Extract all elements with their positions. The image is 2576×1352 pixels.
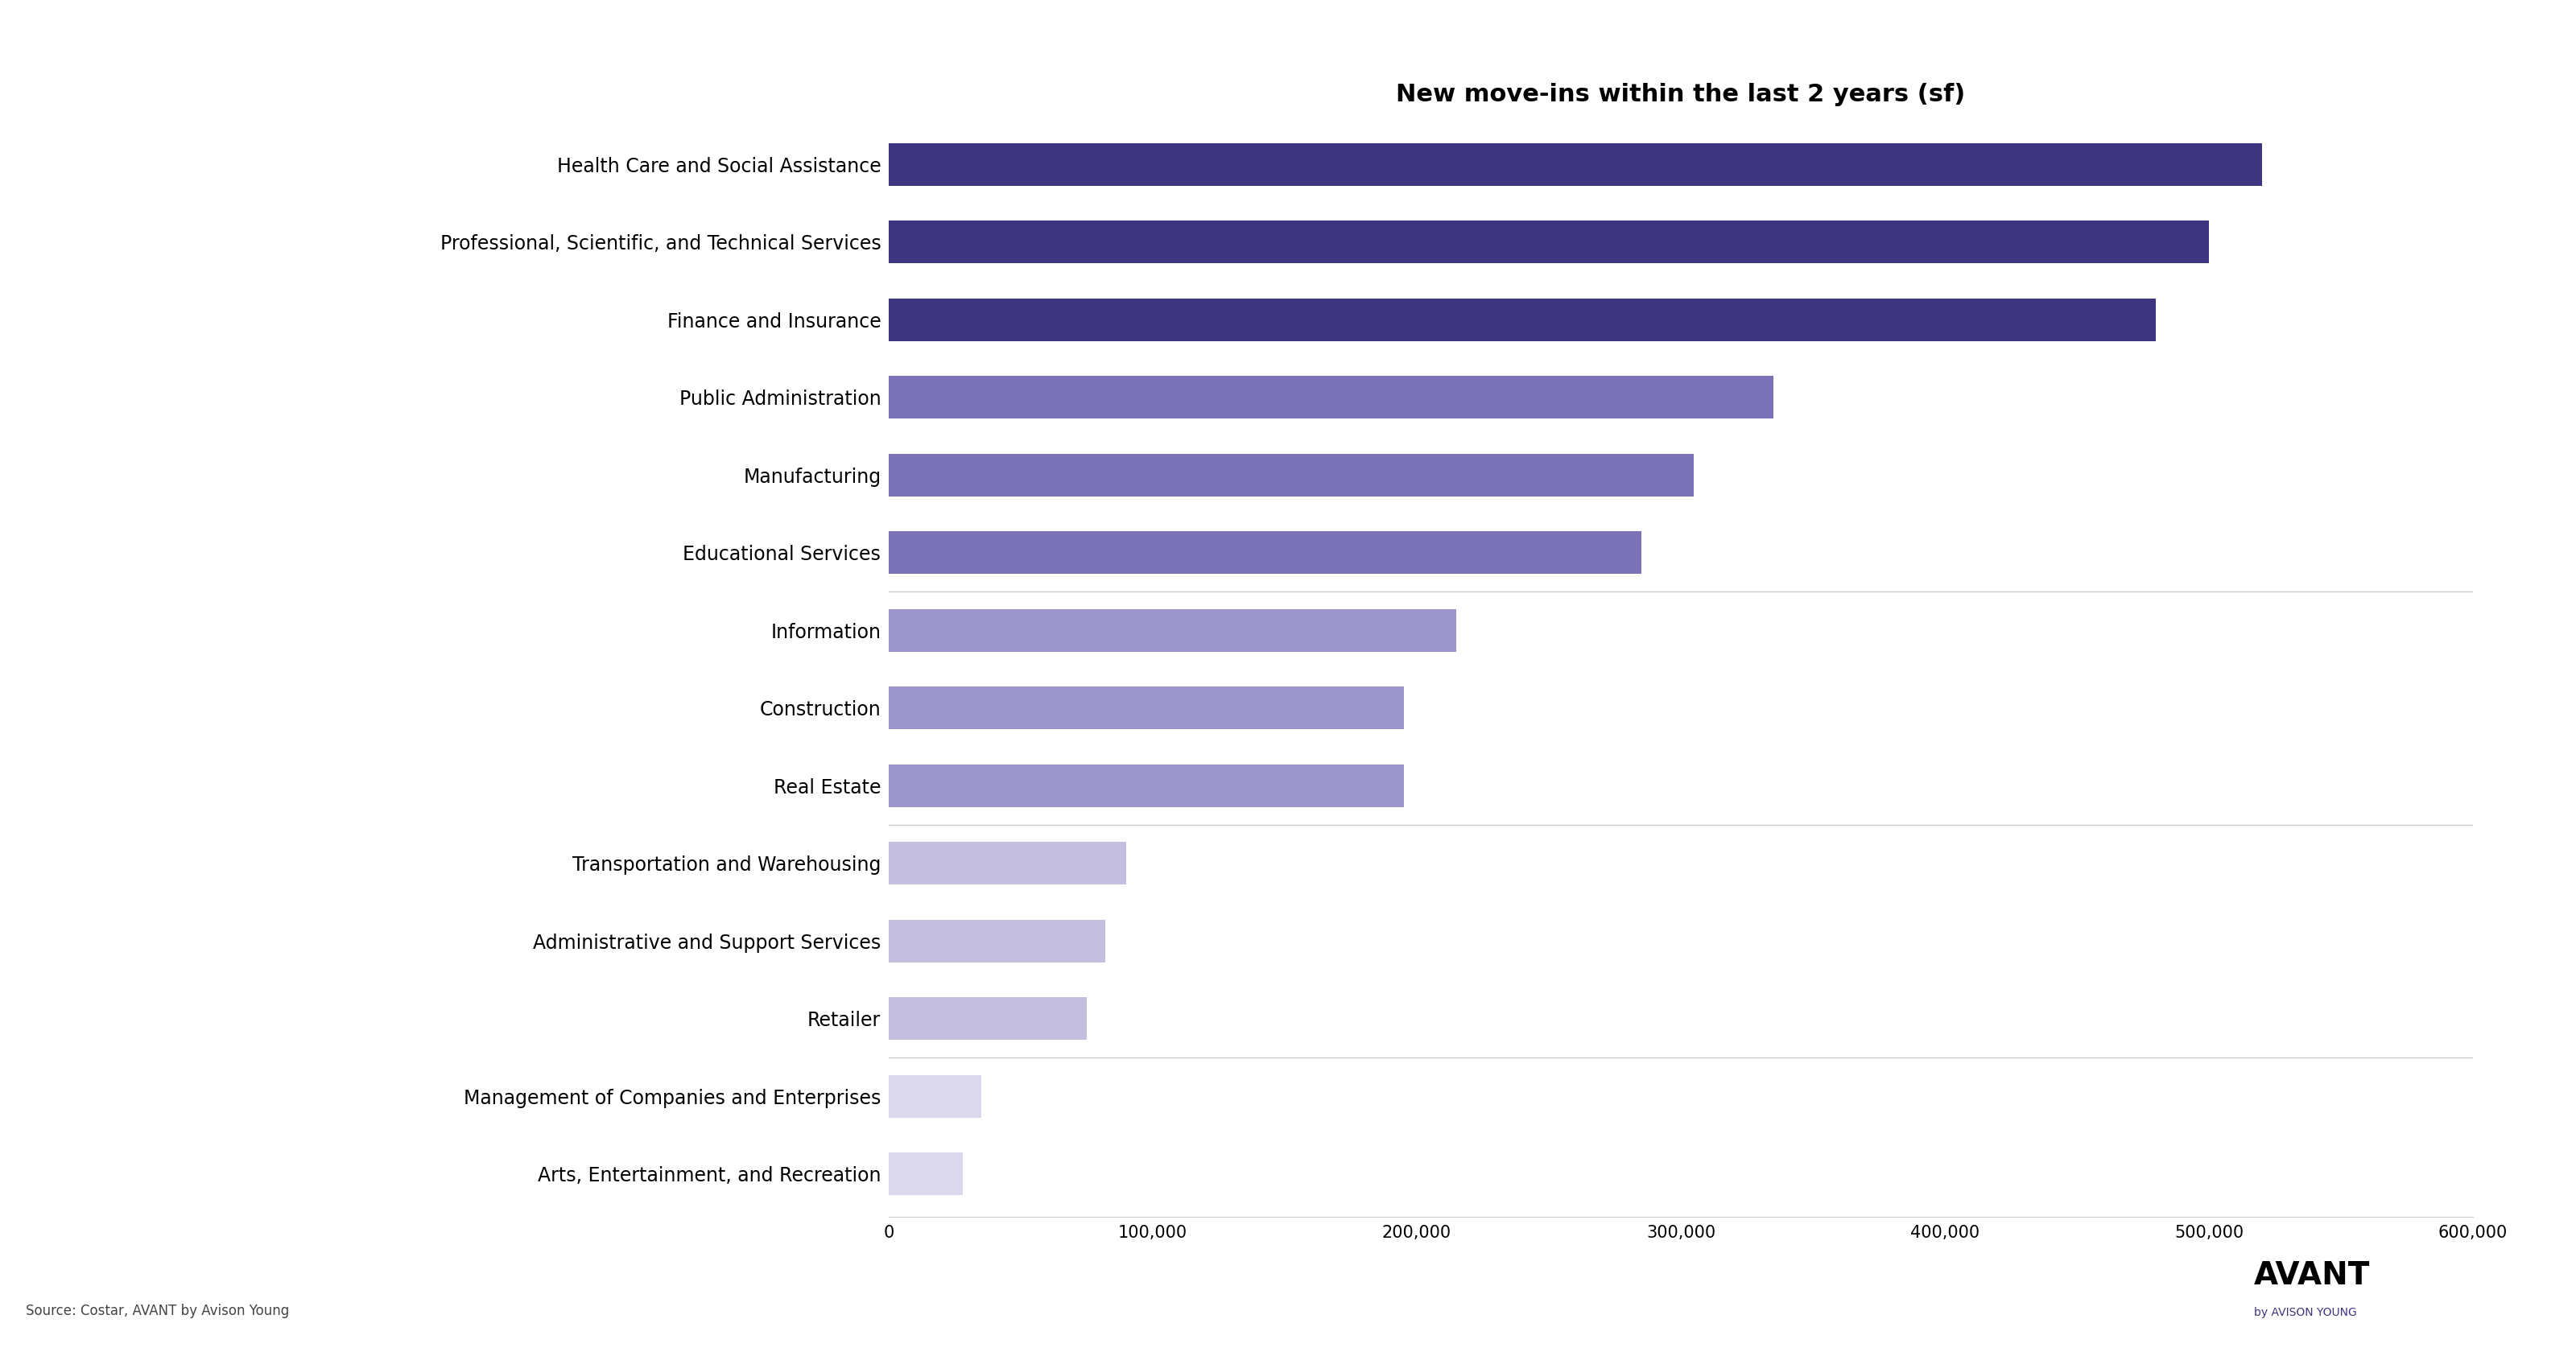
Bar [889,842,1126,884]
Bar [889,1075,981,1118]
Bar [889,454,1695,496]
Bar [889,220,2210,264]
Bar [889,531,1641,575]
Title: New move-ins within the last 2 years (sf): New move-ins within the last 2 years (sf… [1396,82,1965,107]
Bar [889,299,2156,341]
Text: by AVISON YOUNG: by AVISON YOUNG [2254,1307,2357,1318]
Text: AVANT: AVANT [2254,1260,2370,1291]
Bar [889,608,1455,652]
Bar [889,998,1087,1040]
Bar [889,143,2262,185]
Bar [889,376,1772,419]
Bar [889,687,1404,730]
Bar [889,919,1105,963]
Bar [889,764,1404,807]
Bar [889,1153,963,1195]
Text: Source: Costar, AVANT by Avison Young: Source: Costar, AVANT by Avison Young [26,1303,289,1318]
